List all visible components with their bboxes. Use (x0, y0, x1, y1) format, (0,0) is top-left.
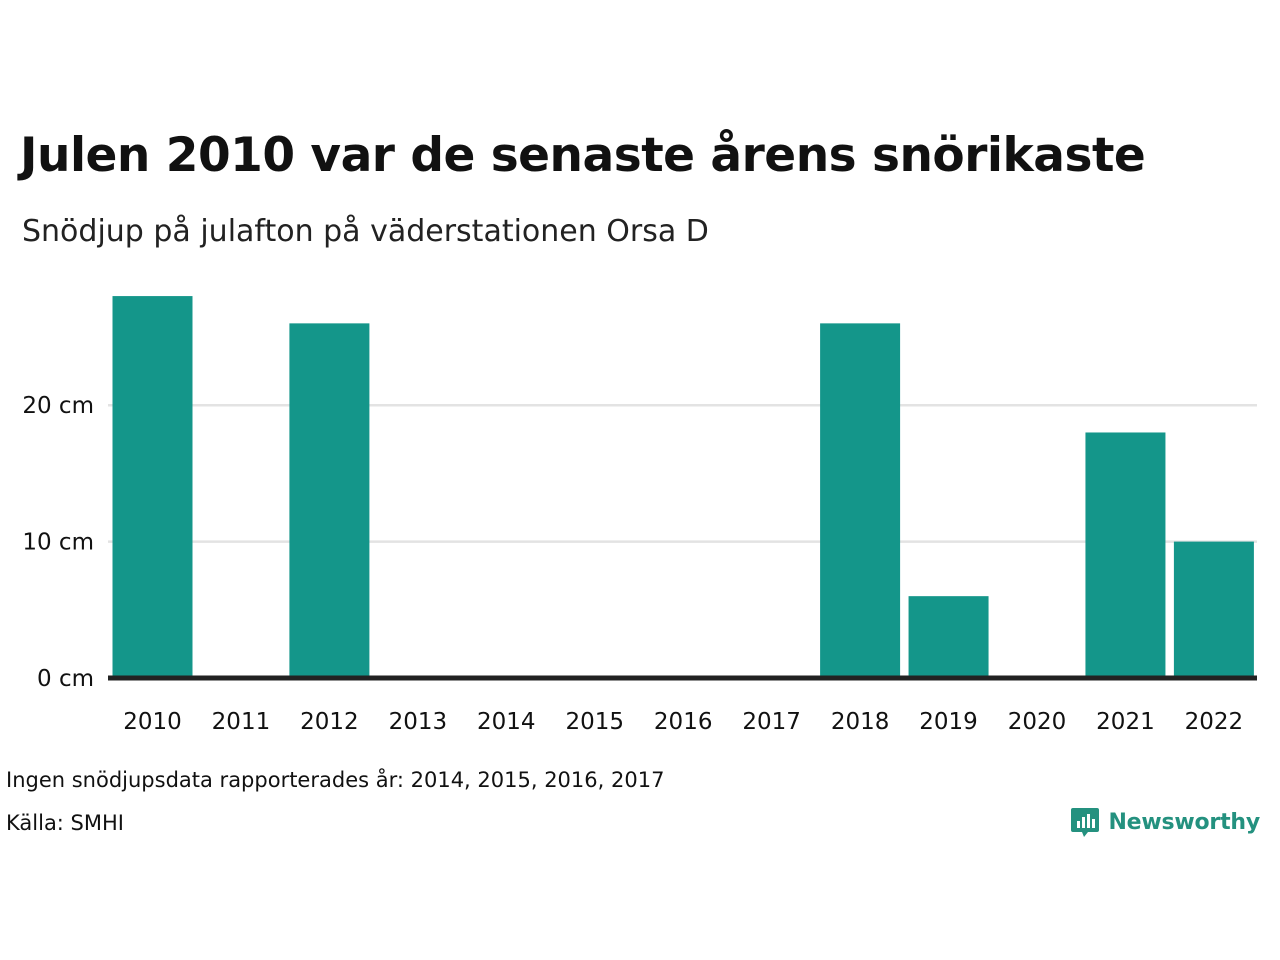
x-tick-label: 2019 (919, 709, 978, 735)
x-tick-label: 2010 (123, 709, 182, 735)
y-tick-label: 0 cm (37, 666, 94, 692)
bar-2022 (1173, 541, 1254, 678)
chart-title: Julen 2010 var de senaste årens snörikas… (20, 128, 1146, 183)
bar-chart-speech-bubble-icon (1071, 808, 1100, 837)
x-tick-label: 2020 (1008, 709, 1067, 735)
chart-subtitle: Snödjup på julafton på väderstationen Or… (22, 214, 709, 249)
brand-logo: Newsworthy (1070, 806, 1260, 838)
x-tick-label: 2013 (389, 709, 448, 735)
y-tick-label: 20 cm (22, 393, 94, 419)
x-tick-label: 2016 (654, 709, 713, 735)
bar-2021 (1085, 432, 1166, 678)
bar-2018 (820, 323, 901, 678)
bars (112, 296, 1254, 678)
x-tick-label: 2015 (565, 709, 624, 735)
axes: 0 cm 10 cm 20 cm 2010 2011 2012 2013 2014 2015 20… (22, 393, 1257, 735)
source-note: Källa: SMHI (6, 811, 124, 835)
x-tick-label: 2017 (742, 709, 801, 735)
gridlines (108, 403, 1257, 543)
y-tick-label: 10 cm (22, 530, 94, 556)
bar-2012 (289, 323, 370, 678)
brand-name: Newsworthy (1108, 809, 1260, 835)
x-tick-label: 2014 (477, 709, 536, 735)
bar-2010 (112, 296, 193, 678)
x-tick-label: 2011 (212, 709, 271, 735)
x-tick-label: 2018 (831, 709, 890, 735)
x-tick-label: 2021 (1096, 709, 1155, 735)
missing-data-note: Ingen snödjupsdata rapporterades år: 201… (6, 768, 665, 792)
bar-2019 (908, 596, 989, 678)
x-tick-label: 2012 (300, 709, 359, 735)
x-tick-label: 2022 (1185, 709, 1244, 735)
